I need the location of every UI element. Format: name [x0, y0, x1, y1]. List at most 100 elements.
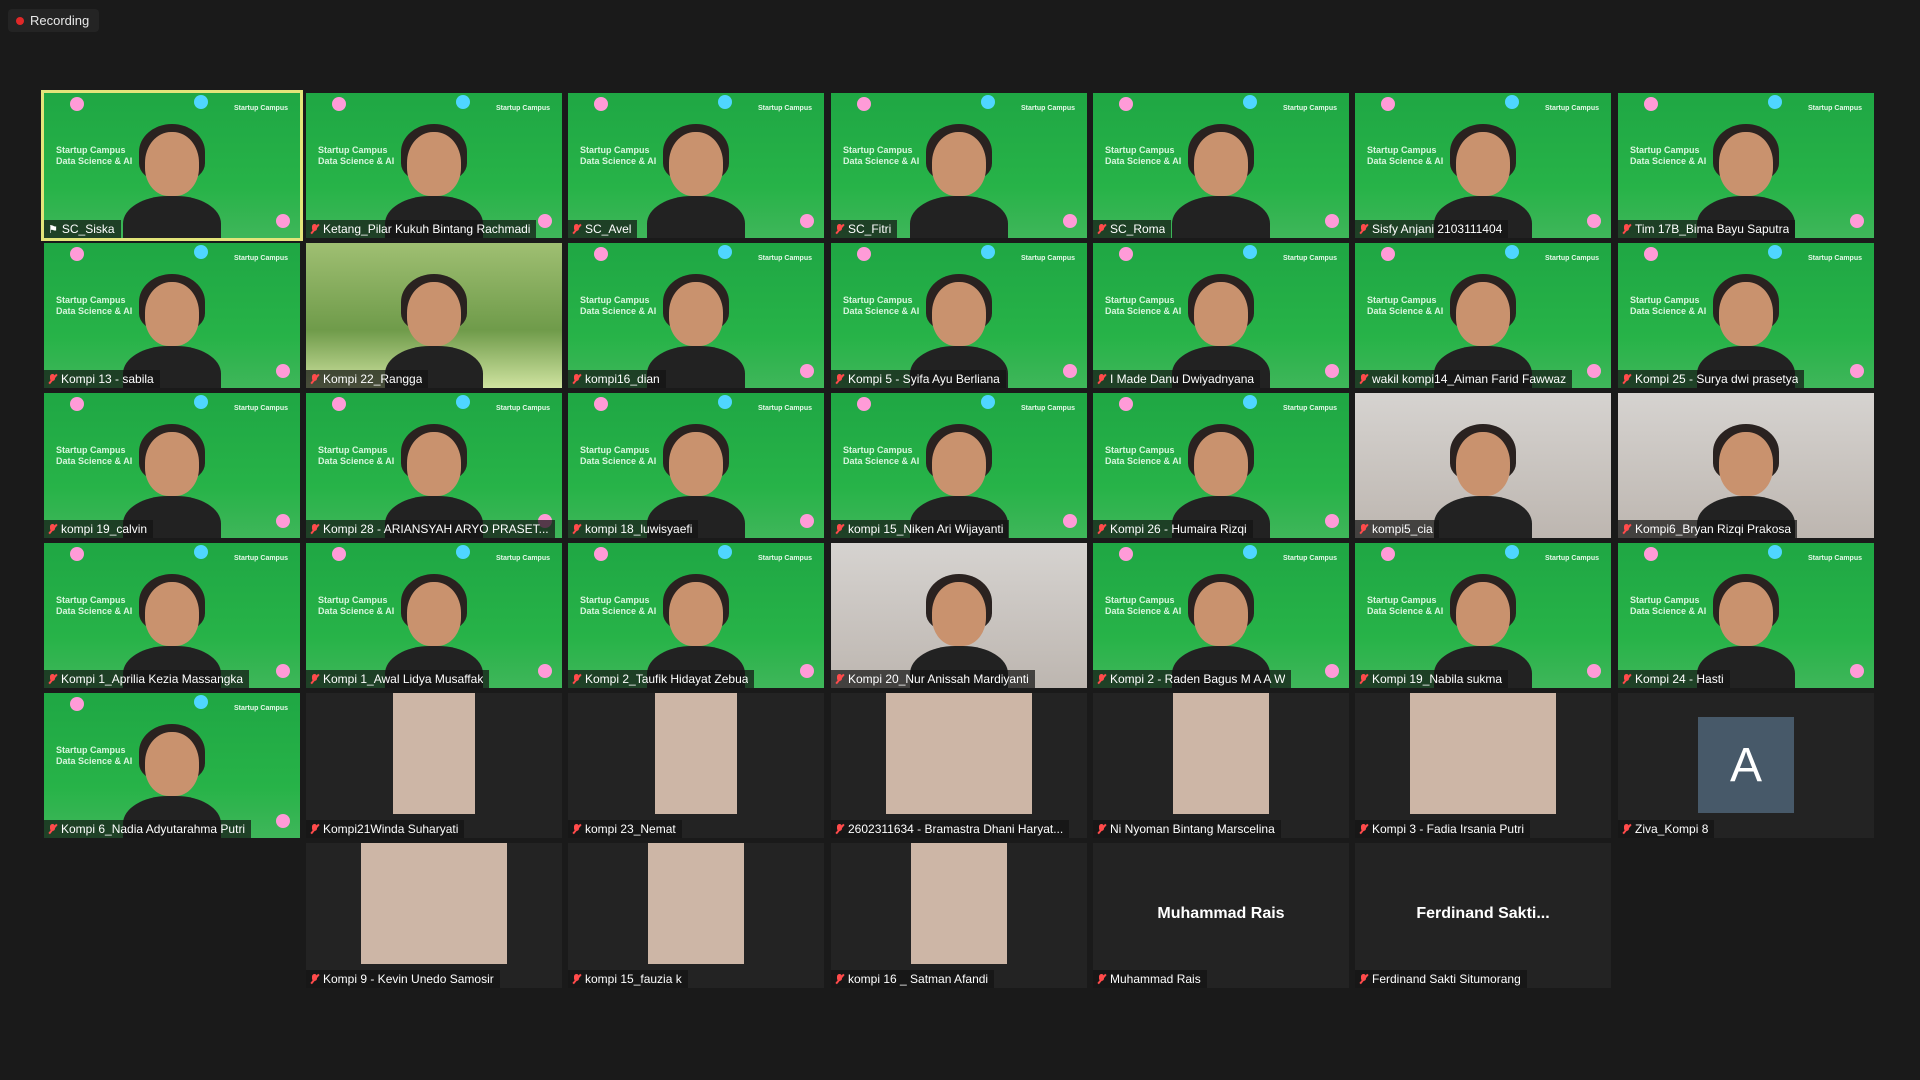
tile-brand-text: Startup Campus Data Science & AI — [56, 745, 133, 766]
flower-decoration-icon — [1063, 214, 1077, 228]
participant-tile[interactable]: Startup Campus Data Science & AI Startup C… — [568, 543, 824, 688]
participant-tile[interactable]: Startup Campus Data Science & AI Startup C… — [568, 243, 824, 388]
participant-tile[interactable]: Kompi 9 - Kevin Unedo Samosir — [306, 843, 562, 988]
participant-name-bar: Kompi 2_Taufik Hidayat Zebua — [568, 670, 755, 688]
participant-tile[interactable]: Startup Campus Data Science & AI Startup C… — [306, 393, 562, 538]
flower-decoration-icon — [1587, 664, 1601, 678]
participant-tile[interactable]: Startup Campus Data Science & AI Startup C… — [44, 393, 300, 538]
participant-tile[interactable]: Startup Campus Data Science & AI Startup C… — [306, 543, 562, 688]
participant-tile[interactable]: Startup Campus Data Science & AI Startup C… — [1093, 543, 1349, 688]
participant-tile[interactable]: Startup Campus Data Science & AI Startup C… — [1355, 93, 1611, 238]
tile-brand-text: Startup Campus Data Science & AI — [56, 295, 133, 316]
flower-decoration-icon — [1243, 545, 1257, 559]
participant-tile[interactable]: Kompi 22_Rangga — [306, 243, 562, 388]
mic-muted-icon — [572, 974, 581, 984]
participant-tile[interactable]: Startup Campus Data Science & AI Startup C… — [1093, 393, 1349, 538]
tile-brand-text: Startup Campus Data Science & AI — [1630, 145, 1707, 166]
participant-tile[interactable]: Startup Campus Data Science & AI Startup C… — [44, 693, 300, 838]
participant-name-bar: Kompi 5 - Syifa Ayu Berliana — [831, 370, 1006, 388]
flower-decoration-icon — [1587, 214, 1601, 228]
participant-tile[interactable]: Startup Campus Data Science & AI Startup C… — [1093, 93, 1349, 238]
profile-picture — [911, 843, 1007, 964]
flower-decoration-icon — [276, 214, 290, 228]
tile-brand-text: Startup Campus Data Science & AI — [580, 595, 657, 616]
tile-brand-text: Startup Campus Data Science & AI — [1630, 295, 1707, 316]
participant-tile[interactable]: Kompi 3 - Fadia Irsania Putri — [1355, 693, 1611, 838]
startup-campus-logo: Startup Campus — [233, 555, 288, 562]
participant-video — [379, 268, 489, 388]
participant-name-bar: Kompi 13 - sabila — [44, 370, 160, 388]
flower-decoration-icon — [1381, 247, 1395, 261]
tile-brand-text: Startup Campus Data Science & AI — [318, 145, 395, 166]
participant-video — [1166, 418, 1276, 538]
flower-decoration-icon — [332, 97, 346, 111]
participant-video — [1166, 118, 1276, 238]
participant-tile[interactable]: Muhammad Rais Muhammad Rais — [1093, 843, 1349, 988]
participant-tile[interactable]: kompi 16 _ Satman Afandi — [831, 843, 1087, 988]
participant-tile[interactable]: kompi 23_Nemat — [568, 693, 824, 838]
participant-tile[interactable]: Startup Campus Data Science & AI Startup C… — [1618, 243, 1874, 388]
startup-campus-logo: Startup Campus — [757, 405, 812, 412]
recording-indicator[interactable]: Recording — [8, 9, 100, 32]
flower-decoration-icon — [1505, 245, 1519, 259]
startup-campus-logo: Startup Campus — [1807, 255, 1862, 262]
flower-decoration-icon — [1644, 97, 1658, 111]
mic-muted-icon — [835, 824, 844, 834]
profile-picture — [1173, 693, 1269, 814]
participant-tile[interactable]: Startup Campus Data Science & AI Startup C… — [1355, 543, 1611, 688]
participant-tile[interactable]: Startup Campus Data Science & AI Startup C… — [831, 243, 1087, 388]
participant-tile[interactable]: Startup Campus Data Science & AI Startup C… — [1618, 93, 1874, 238]
flower-decoration-icon — [194, 695, 208, 709]
participant-name: wakil kompi14_Aiman Farid Fawwaz — [1372, 372, 1567, 386]
tile-brand-text: Startup Campus Data Science & AI — [1630, 595, 1707, 616]
participant-name: SC_Avel — [585, 222, 632, 236]
participant-tile[interactable]: kompi 15_fauzia k — [568, 843, 824, 988]
participant-tile[interactable]: Startup Campus Data Science & AI Startup C… — [831, 93, 1087, 238]
participant-tile[interactable]: Startup Campus Data Science & AI Startup C… — [1355, 243, 1611, 388]
participant-name: Ketang_Pilar Kukuh Bintang Rachmadi — [323, 222, 531, 236]
participant-tile[interactable]: Kompi 20_Nur Anissah Mardiyanti — [831, 543, 1087, 688]
participant-tile[interactable]: Ferdinand Sakti... Ferdinand Sakti Situmo… — [1355, 843, 1611, 988]
mic-muted-icon — [310, 224, 319, 234]
participant-tile[interactable]: Startup Campus Data Science & AI Startup C… — [568, 393, 824, 538]
participant-tile[interactable]: Startup Campus Data Science & AI Startup C… — [1093, 243, 1349, 388]
mic-muted-icon — [835, 224, 844, 234]
participant-tile[interactable]: Kompi21Winda Suharyati — [306, 693, 562, 838]
participant-tile[interactable]: A Ziva_Kompi 8 — [1618, 693, 1874, 838]
flower-decoration-icon — [1768, 245, 1782, 259]
mic-muted-icon — [572, 224, 581, 234]
participant-name: Kompi 13 - sabila — [61, 372, 154, 386]
participant-name-bar: kompi 15_Niken Ari Wijayanti — [831, 520, 1010, 538]
participant-tile[interactable]: Startup Campus Data Science & AI Startup C… — [41, 90, 303, 241]
mic-muted-icon — [572, 824, 581, 834]
participant-name: Ziva_Kompi 8 — [1635, 822, 1709, 836]
participant-tile[interactable]: Startup Campus Data Science & AI Startup C… — [1618, 543, 1874, 688]
participant-tile[interactable]: Startup Campus Data Science & AI Startup C… — [831, 393, 1087, 538]
participant-video — [1428, 568, 1538, 688]
participant-name: Kompi 5 - Syifa Ayu Berliana — [848, 372, 1000, 386]
startup-campus-logo: Startup Campus — [1807, 555, 1862, 562]
flower-decoration-icon — [1505, 95, 1519, 109]
participant-name-bar: Ziva_Kompi 8 — [1618, 820, 1715, 838]
participant-tile[interactable]: Startup Campus Data Science & AI Startup C… — [44, 543, 300, 688]
mic-muted-icon — [835, 674, 844, 684]
participant-tile[interactable]: Ni Nyoman Bintang Marscelina — [1093, 693, 1349, 838]
flower-decoration-icon — [981, 95, 995, 109]
participant-name-bar: Ferdinand Sakti Situmorang — [1355, 970, 1527, 988]
participant-name: 2602311634 - Bramastra Dhani Haryat... — [848, 822, 1064, 836]
recording-dot-icon — [16, 16, 24, 25]
flower-decoration-icon — [718, 245, 732, 259]
participant-tile[interactable]: Kompi6_Bryan Rizqi Prakosa — [1618, 393, 1874, 538]
startup-campus-logo: Startup Campus — [757, 555, 812, 562]
participant-tile[interactable]: Startup Campus Data Science & AI Startup C… — [568, 93, 824, 238]
flower-decoration-icon — [1381, 97, 1395, 111]
tile-brand-text: Startup Campus Data Science & AI — [1367, 145, 1444, 166]
participant-name: Ferdinand Sakti Situmorang — [1372, 972, 1521, 986]
participant-name-bar: Kompi 3 - Fadia Irsania Putri — [1355, 820, 1531, 838]
participant-tile[interactable]: kompi5_cia — [1355, 393, 1611, 538]
participant-name: kompi 19_calvin — [61, 522, 148, 536]
participant-tile[interactable]: Startup Campus Data Science & AI Startup C… — [306, 93, 562, 238]
participant-tile[interactable]: 2602311634 - Bramastra Dhani Haryat... — [831, 693, 1087, 838]
participant-name-bar: kompi 19_calvin — [44, 520, 154, 538]
participant-tile[interactable]: Startup Campus Data Science & AI Startup C… — [44, 243, 300, 388]
